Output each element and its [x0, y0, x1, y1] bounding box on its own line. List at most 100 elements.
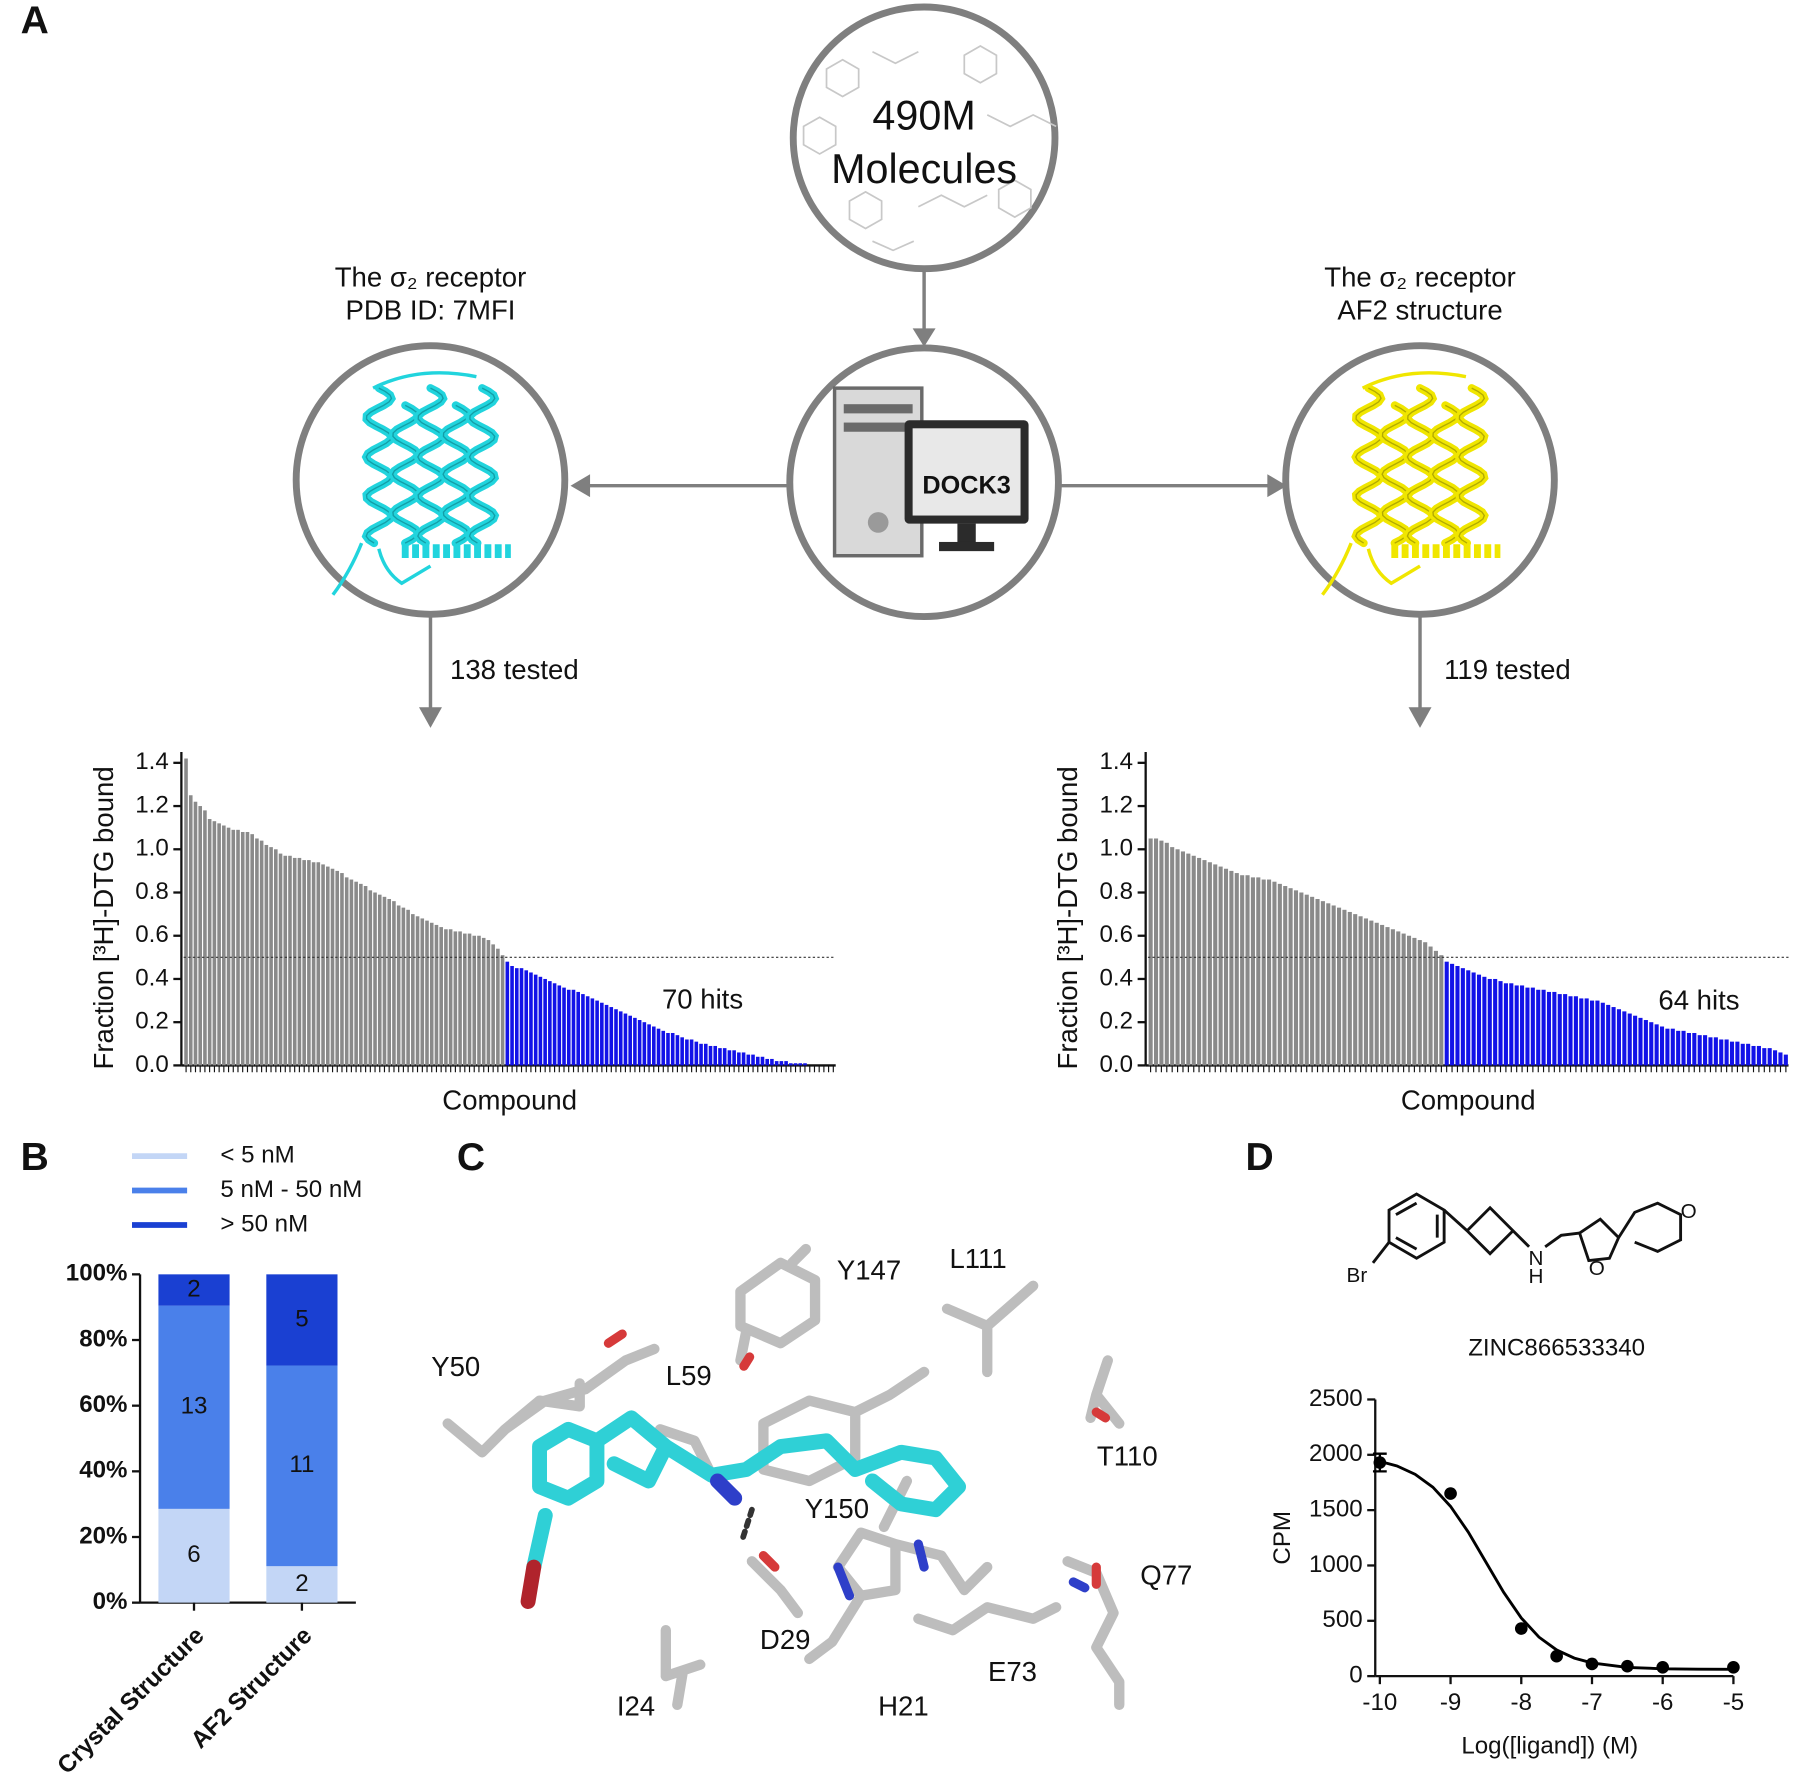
bar — [1762, 1048, 1767, 1066]
bar — [193, 801, 198, 1066]
bar — [226, 827, 231, 1066]
bar — [1267, 879, 1272, 1066]
bar — [1213, 864, 1218, 1066]
bar — [741, 1052, 746, 1066]
y-tick-label: 1.4 — [1100, 748, 1134, 775]
bar — [590, 998, 595, 1066]
bar — [543, 978, 547, 1066]
bar — [718, 1048, 722, 1066]
bar — [448, 929, 453, 1066]
x-tick-label: -8 — [1511, 1689, 1532, 1716]
bar — [500, 955, 505, 1066]
helix — [1351, 384, 1386, 548]
amine — [710, 1473, 743, 1506]
bar — [1277, 883, 1282, 1066]
bar — [1256, 877, 1261, 1066]
bar — [666, 1032, 670, 1066]
bar — [1288, 888, 1293, 1066]
bar — [1476, 974, 1482, 1066]
library-circle — [789, 3, 1059, 273]
helix-edge — [391, 404, 419, 544]
bar — [406, 909, 410, 1066]
data-label: 11 — [289, 1451, 314, 1478]
bar — [722, 1048, 727, 1066]
bar — [1552, 991, 1557, 1066]
bar — [1514, 985, 1519, 1066]
helix-edge — [1458, 387, 1486, 544]
bar — [1299, 892, 1304, 1066]
helix — [1454, 384, 1489, 548]
left-title: PDB ID: 7MFI — [346, 295, 516, 326]
bar — [737, 1052, 741, 1066]
bar — [458, 931, 462, 1066]
bar — [1250, 877, 1255, 1066]
data-label: 2 — [187, 1275, 200, 1302]
bar — [250, 834, 254, 1066]
y-tick-label: 500 — [1322, 1606, 1362, 1633]
bar — [1724, 1039, 1729, 1066]
bar — [1611, 1007, 1616, 1066]
bar — [519, 968, 524, 1066]
bar — [661, 1030, 666, 1066]
bar — [463, 933, 467, 1066]
computer-icon — [832, 386, 1029, 558]
bar — [1541, 989, 1546, 1066]
y-tick-label: 2000 — [1309, 1440, 1363, 1467]
bar — [1536, 989, 1541, 1066]
bar — [789, 1063, 793, 1066]
bar — [472, 935, 477, 1066]
protein-crystal — [331, 371, 511, 596]
data-point — [1373, 1456, 1387, 1469]
bar — [1503, 983, 1508, 1066]
bar — [1245, 875, 1250, 1066]
bar — [236, 829, 240, 1066]
bar — [1530, 987, 1535, 1066]
bar — [694, 1041, 699, 1066]
bar — [1159, 840, 1164, 1066]
y-tick-label: 40% — [79, 1457, 127, 1484]
data-point — [1550, 1649, 1563, 1663]
y-tick-label: 0.0 — [1100, 1051, 1134, 1078]
bar — [680, 1037, 684, 1066]
bar — [363, 886, 368, 1066]
right-title: AF2 structure — [1337, 295, 1502, 326]
bar — [297, 857, 302, 1066]
bar — [765, 1058, 769, 1066]
bar — [1509, 983, 1514, 1066]
legend-label: 5 nM - 50 nM — [220, 1176, 362, 1203]
bar — [1676, 1030, 1681, 1066]
bar — [675, 1035, 680, 1066]
bar — [1363, 918, 1369, 1066]
helix — [1377, 401, 1412, 548]
x-tick-label: -7 — [1581, 1689, 1602, 1716]
bar — [1584, 998, 1589, 1066]
bar — [529, 972, 533, 1066]
bar — [703, 1043, 708, 1066]
bar — [1240, 875, 1245, 1066]
y-tick-label: 1.2 — [1100, 791, 1134, 818]
bar — [1563, 994, 1568, 1066]
residue-label: H21 — [878, 1691, 929, 1722]
bar — [770, 1058, 774, 1066]
y-tick-label: 0.8 — [135, 878, 169, 905]
bar — [1525, 987, 1530, 1066]
bar — [1374, 922, 1379, 1066]
panel-label: D — [1246, 1136, 1274, 1179]
bar — [1590, 1000, 1595, 1066]
y-tick-label: 1000 — [1309, 1551, 1363, 1578]
bar — [368, 890, 373, 1066]
nitrogen-atoms — [833, 1539, 1090, 1601]
bar — [321, 864, 325, 1066]
helix — [361, 384, 396, 548]
bar — [1337, 907, 1342, 1066]
bar-segment — [266, 1274, 338, 1366]
bar — [411, 914, 415, 1066]
hydrogen-bond — [739, 1506, 755, 1542]
bar — [1223, 868, 1229, 1066]
bar — [713, 1045, 718, 1066]
bar — [1606, 1004, 1611, 1066]
bar — [628, 1015, 632, 1066]
atom-label: Br — [1347, 1264, 1368, 1287]
bar — [595, 1000, 599, 1066]
bar — [1659, 1026, 1665, 1066]
